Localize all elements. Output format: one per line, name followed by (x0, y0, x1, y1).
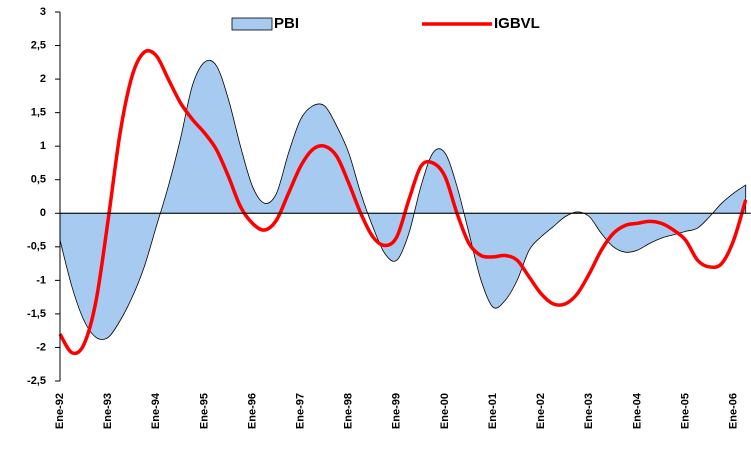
line (58, 48, 748, 356)
x-tick-label: Ene-05 (679, 393, 691, 429)
x-tick-label: Ene-04 (631, 392, 643, 429)
y-tick-label: 0 (40, 207, 46, 219)
x-tick-label: Ene-97 (295, 393, 307, 429)
x-tick-label: Ene-93 (102, 393, 114, 429)
y-tick-label: -2 (36, 341, 46, 353)
x-tick-label: Ene-95 (198, 393, 210, 429)
x-tick-label: Ene-03 (583, 393, 595, 429)
y-tick-label: -2,5 (27, 375, 46, 387)
x-tick-label: Ene-99 (391, 393, 403, 429)
y-tick-label: 0,5 (31, 174, 46, 186)
y-tick-label: 2,5 (31, 39, 46, 51)
x-tick-label: Ene-02 (535, 393, 547, 429)
x-tick-label: Ene-06 (728, 393, 740, 429)
x-tick-label: Ene-94 (150, 392, 162, 429)
x-tick-label: Ene-98 (343, 393, 355, 429)
y-tick-label: -0,5 (27, 241, 46, 253)
y-tick-label: 2 (40, 73, 46, 85)
area (59, 59, 747, 340)
x-tick-label: Ene-01 (487, 393, 499, 429)
x-tick-label: Ene-96 (246, 393, 258, 429)
y-tick-label: 3 (40, 6, 46, 18)
y-tick-label: 1 (40, 140, 46, 152)
x-tick-label: Ene-00 (439, 393, 451, 429)
x-tick-label: Ene-92 (54, 393, 66, 429)
legend-swatch (231, 17, 273, 31)
y-tick-label: -1,5 (27, 308, 46, 320)
legend-label: PBI (274, 15, 299, 32)
legend-label: IGBVL (494, 15, 540, 32)
y-tick-label: -1 (36, 274, 46, 286)
y-tick-label: 1,5 (31, 107, 46, 119)
